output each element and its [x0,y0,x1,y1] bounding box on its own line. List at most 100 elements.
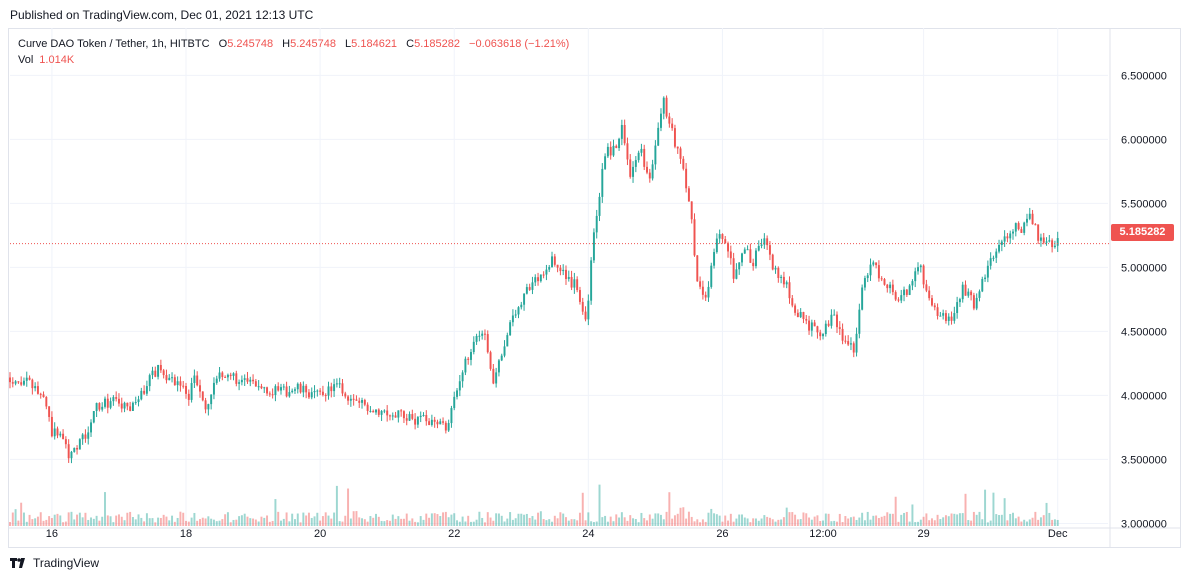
volume-bar [567,520,570,526]
candle-body [310,392,313,398]
volume-bar [433,513,436,526]
candle-body [243,378,246,380]
candle-body [992,257,995,259]
volume-bar [436,514,439,526]
candle-body [34,386,37,389]
volume-bar [400,518,403,526]
volume-bar [771,519,774,526]
volume-bar [813,516,816,526]
candle-body [648,172,651,179]
volume-bar [497,513,500,526]
volume-bar [877,518,880,526]
candle-body [148,375,151,387]
candle-body [39,393,42,395]
candle-body [1056,238,1059,246]
candle-body [313,391,316,393]
candle-body [425,415,428,422]
candle-body [989,258,992,266]
candle-body [307,392,310,398]
volume-bar [718,515,721,526]
volume-bar [349,518,352,526]
candle-body [377,409,380,415]
candle-body [788,282,791,299]
candle-body [872,262,875,265]
volume-bar [489,517,492,526]
candle-body [321,391,324,395]
volume-bar [992,492,995,526]
candle-body [143,390,146,394]
volume-bar [305,515,308,526]
candle-body [67,444,70,459]
candle-body [928,290,931,299]
candle-body [168,377,171,381]
volume-bar [260,516,263,526]
candle-body [592,232,595,261]
volume-bar [444,511,447,526]
candle-body [260,386,263,389]
volume-bar [70,511,73,526]
volume-bar [528,517,531,526]
candle-body [578,290,581,302]
candle-body [17,381,20,383]
volume-bar [53,514,56,526]
candle-body [919,265,922,268]
candle-body [970,291,973,296]
volume-bar [623,517,626,526]
candle-body [699,281,702,287]
candle-body [841,328,844,341]
volume-bar [324,512,327,526]
volume-bar [612,521,615,526]
volume-bar [517,513,520,526]
volume-bar [651,518,654,526]
candle-body [464,358,467,373]
candle-body [1006,236,1009,239]
price-tick-label: 5.000000 [1121,262,1167,274]
candle-body [685,168,688,189]
price-tick-label: 6.500000 [1121,70,1167,82]
last-price-tag: 5.185282 [1111,224,1174,241]
tradingview-brand[interactable]: TradingView [10,556,99,570]
candle-body [126,402,129,407]
candle-body [542,274,545,276]
volume-bar [1051,519,1054,526]
volume-bar [595,521,598,526]
candle-body [254,381,257,387]
volume-bar [615,514,618,526]
volume-bar [894,496,897,526]
volume-bar [592,522,595,526]
volume-bar [76,514,79,526]
volume-bar [905,511,908,526]
volume-bar [972,511,975,526]
candle-body [249,379,252,382]
candle-body [358,400,361,403]
volume-bar [87,519,90,526]
candle-body [1017,223,1020,230]
candle-body [64,439,67,445]
volume-bar [531,516,534,526]
candle-body [352,398,355,400]
candle-body [584,311,587,320]
candle-body [190,383,193,400]
candle-body [654,145,657,165]
volume-bar [1003,498,1006,526]
volume-bar [358,517,361,526]
candle-body [869,264,872,276]
candle-body [70,451,73,459]
close-value: 5.185282 [414,38,460,50]
volume-bar [439,516,442,526]
candle-body [11,382,14,384]
candle-body [42,394,45,398]
candle-body [847,341,850,345]
candle-body [643,148,646,167]
candle-body [327,386,330,396]
price-chart[interactable]: 3.000000 3.500000 4.000000 4.500000 5.000000… [8,28,1181,548]
volume-bar [704,521,707,526]
tradingview-logo-icon [10,557,28,569]
volume-bar [824,513,827,526]
candle-body [995,251,998,258]
candle-body [428,421,431,425]
candle-body [632,166,635,177]
volume-bar [986,522,989,526]
candle-body [936,307,939,316]
candle-body [363,400,366,405]
